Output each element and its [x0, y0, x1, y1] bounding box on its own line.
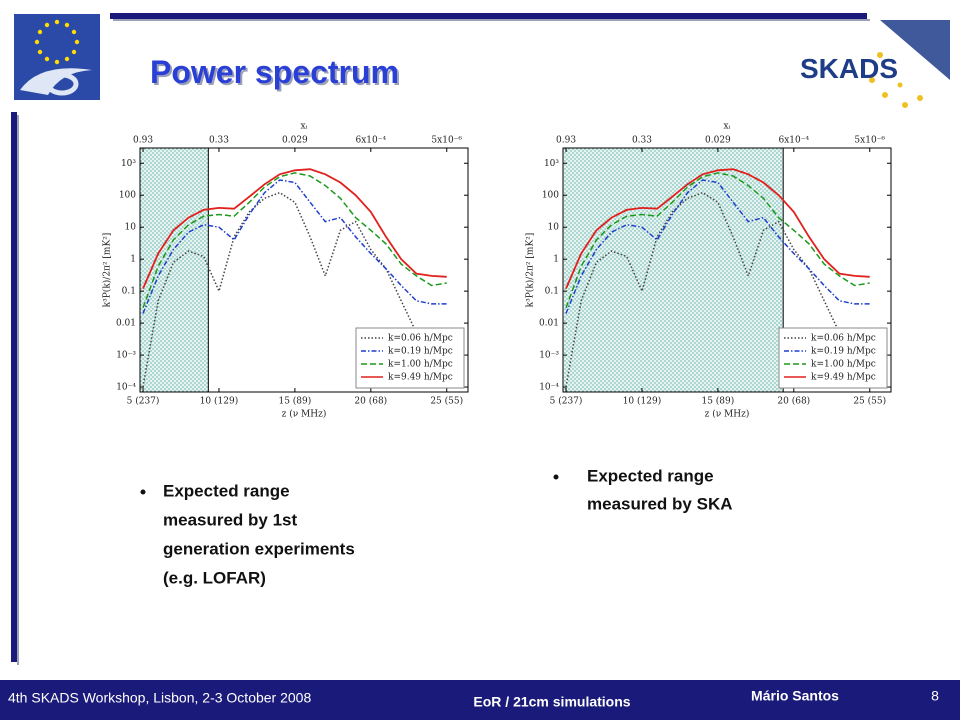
y-tick-label: 1 — [553, 255, 559, 265]
x2-axis-label: xᵢ — [724, 122, 731, 132]
plot-frame — [139, 147, 469, 393]
legend-label: k=0.19 h/Mpc — [811, 347, 876, 357]
shaded-region — [562, 147, 784, 393]
x-tick-label: 15 (89) — [278, 396, 311, 407]
footer-bar — [0, 680, 960, 720]
x-tick-label: 5 (237) — [127, 396, 160, 407]
bullets: Expected range measured by 1st generation … — [163, 466, 733, 587]
x-tick-label: 10 (129) — [623, 396, 662, 407]
bullet — [553, 474, 559, 480]
page-number: 8 — [931, 688, 939, 704]
y-axis-label: k³P(k)/2π² [mK²] — [525, 233, 536, 308]
x2-tick-label: 0.93 — [133, 136, 153, 146]
y-tick-label: 100 — [542, 191, 559, 201]
series-line — [142, 168, 447, 289]
series-line — [565, 172, 870, 309]
y-tick-label: 1 — [130, 255, 136, 265]
series-line — [565, 168, 870, 289]
legend-label: k=0.06 h/Mpc — [388, 334, 453, 344]
slide-title: Power spectrum — [150, 54, 399, 90]
y-tick-label: 0.1 — [545, 287, 559, 297]
series-line — [142, 179, 447, 314]
footer-center: EoR / 21cm simulations — [473, 694, 630, 710]
y-tick-label: 10 — [548, 223, 560, 233]
chart: 10⁻⁴ 10⁻³ 0.01 0.1 1 10 100 10³ 5 (237) 10 (129) 1… — [525, 122, 892, 420]
legend-label: k=0.19 h/Mpc — [388, 347, 453, 357]
bullet-text: (e.g. LOFAR) — [163, 568, 266, 587]
x-tick-label: 25 (55) — [430, 396, 463, 407]
x2-tick-label: 6x10⁻⁴ — [779, 136, 810, 146]
y-tick-label: 0.01 — [539, 319, 559, 329]
series-line — [142, 191, 433, 388]
x-tick-label: 15 (89) — [701, 396, 734, 407]
top-rule — [110, 13, 867, 19]
series-line — [142, 172, 447, 309]
y-tick-label: 10⁻³ — [539, 351, 559, 361]
legend-label: k=1.00 h/Mpc — [811, 360, 876, 370]
legend-box — [778, 327, 888, 389]
y-tick-label: 10 — [125, 223, 137, 233]
footer-author: Mário Santos — [751, 688, 839, 704]
footer-left: 4th SKADS Workshop, Lisbon, 2-3 October … — [8, 690, 311, 706]
x-axis-label: z (ν MHz) — [282, 409, 327, 420]
y-tick-label: 100 — [119, 191, 136, 201]
top-rule-shadow — [113, 19, 870, 21]
x2-tick-label: 0.33 — [209, 136, 229, 146]
side-rule-shadow — [17, 115, 19, 665]
x-tick-label: 5 (237) — [550, 396, 583, 407]
bullet-text: Expected range — [163, 481, 290, 500]
x2-tick-label: 5x10⁻⁶ — [431, 136, 462, 146]
y-tick-label: 10³ — [121, 159, 136, 169]
legend-label: k=9.49 h/Mpc — [811, 373, 876, 383]
x2-tick-label: 5x10⁻⁶ — [854, 136, 885, 146]
x-axis-label: z (ν MHz) — [705, 409, 750, 420]
y-tick-label: 0.01 — [116, 319, 136, 329]
bullet — [140, 489, 146, 495]
legend-box — [355, 327, 465, 389]
x2-axis-label: xᵢ — [301, 122, 308, 132]
bullet-text: measured by SKA — [587, 494, 733, 513]
logo-text: SKADS — [800, 53, 898, 84]
x-tick-label: 10 (129) — [200, 396, 239, 407]
x2-tick-label: 0.029 — [282, 136, 308, 146]
bullet-text: Expected range — [587, 466, 714, 485]
x-tick-label: 20 (68) — [354, 396, 387, 407]
bullet-text: generation experiments — [163, 539, 355, 558]
y-axis-label: k³P(k)/2π² [mK²] — [102, 233, 113, 308]
y-tick-label: 10⁻⁴ — [539, 383, 559, 393]
chart: 10⁻⁴ 10⁻³ 0.01 0.1 1 10 100 10³ 5 (237) 10 (129) 1… — [102, 122, 469, 420]
side-rule — [11, 112, 17, 662]
legend-label: k=9.49 h/Mpc — [388, 373, 453, 383]
eu-logo — [14, 14, 100, 100]
y-tick-label: 0.1 — [122, 287, 136, 297]
y-tick-label: 10³ — [544, 159, 559, 169]
plot-frame — [562, 147, 892, 393]
legend-label: k=1.00 h/Mpc — [388, 360, 453, 370]
series-line — [565, 179, 870, 314]
x2-tick-label: 6x10⁻⁴ — [356, 136, 387, 146]
x2-tick-label: 0.33 — [632, 136, 652, 146]
legend-label: k=0.06 h/Mpc — [811, 334, 876, 344]
x2-tick-label: 0.93 — [556, 136, 576, 146]
x2-tick-label: 0.029 — [705, 136, 731, 146]
x-tick-label: 20 (68) — [777, 396, 810, 407]
series-line — [565, 191, 856, 388]
y-tick-label: 10⁻⁴ — [116, 383, 136, 393]
y-tick-label: 10⁻³ — [116, 351, 136, 361]
skads-logo: SKADS — [795, 14, 955, 114]
x-tick-label: 25 (55) — [853, 396, 886, 407]
charts: 10⁻⁴ 10⁻³ 0.01 0.1 1 10 100 10³ 5 (237) 10 (129) 1… — [102, 122, 892, 420]
bullet-text: measured by 1st — [163, 510, 298, 529]
